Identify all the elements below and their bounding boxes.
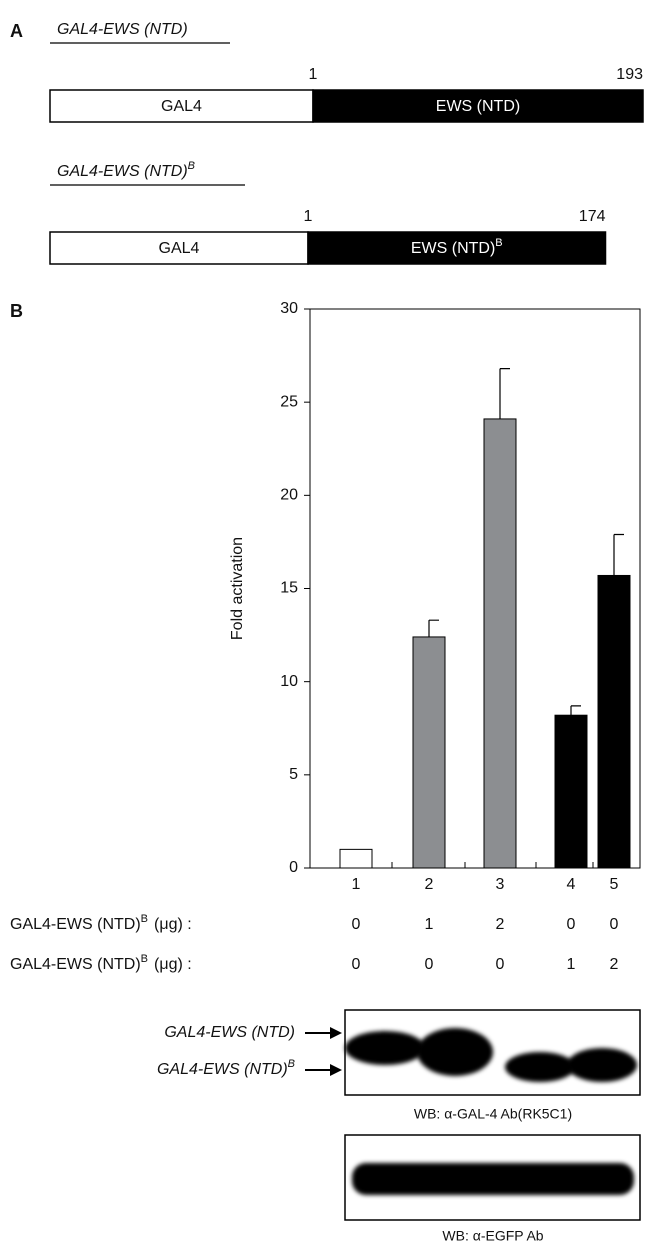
construct-title-text: GAL4-EWS (NTD) (57, 163, 188, 180)
domain-label-text: EWS (NTD) (411, 240, 495, 257)
dose-row-label-unit: (μg) : (154, 956, 192, 973)
dose-value: 0 (610, 916, 619, 933)
y-tick-label: 30 (280, 300, 298, 317)
y-tick-label: 20 (280, 487, 298, 504)
dose-row-label-sup: B (141, 913, 148, 925)
blot-band (345, 1031, 425, 1065)
bar (598, 575, 630, 868)
domain-label-text: EWS (NTD) (436, 98, 520, 115)
error-bar (500, 369, 510, 419)
domain-label-text: GAL4 (159, 240, 200, 257)
blot-marker: GAL4-EWS (NTD)B (157, 1058, 295, 1078)
error-bar (571, 706, 581, 715)
arrow-head (330, 1027, 342, 1039)
x-tick-label: 2 (425, 876, 434, 893)
dose-row-label-text: GAL4-EWS (NTD) (10, 916, 141, 933)
y-tick-label: 10 (280, 673, 298, 690)
blot-marker-text: GAL4-EWS (NTD) (164, 1024, 295, 1041)
blot-band (505, 1052, 575, 1082)
bar (484, 419, 516, 868)
panel-label: B (10, 301, 23, 321)
domain-label-sup: B (495, 237, 502, 249)
dose-value: 0 (425, 956, 434, 973)
dose-row-label-sup: B (141, 953, 148, 965)
construct-title: GAL4-EWS (NTD)B (57, 160, 195, 180)
y-tick-label: 0 (289, 859, 298, 876)
dose-row-label-text: GAL4-EWS (NTD) (10, 956, 141, 973)
error-bar (614, 534, 624, 575)
arrow-head (330, 1064, 342, 1076)
y-tick-label: 5 (289, 766, 298, 783)
figure: A B WB: α-GAL-4 Ab(RK5C1) WB: α-EGFP Ab … (0, 0, 650, 1247)
dose-value: 1 (425, 916, 434, 933)
x-tick-label: 3 (496, 876, 505, 893)
residue-start: 1 (304, 208, 313, 225)
blot-band (567, 1048, 637, 1082)
y-tick-label: 25 (280, 393, 298, 410)
bar (413, 637, 445, 868)
dose-value: 2 (610, 956, 619, 973)
dose-value: 2 (496, 916, 505, 933)
dose-value: 1 (567, 956, 576, 973)
x-tick-label: 1 (352, 876, 361, 893)
bar (555, 715, 587, 868)
dose-value: 0 (352, 956, 361, 973)
y-axis-title: Fold activation (229, 537, 246, 640)
blot-caption: WB: α-GAL-4 Ab(RK5C1) (414, 1106, 572, 1122)
blot-band (352, 1163, 634, 1195)
domain-label: GAL4 (159, 240, 200, 257)
x-tick-label: 4 (567, 876, 576, 893)
plot-frame (310, 309, 640, 868)
residue-end: 193 (616, 66, 643, 83)
domain-label-text: GAL4 (161, 98, 202, 115)
blot-marker: GAL4-EWS (NTD) (164, 1024, 295, 1041)
blot-marker-text: GAL4-EWS (NTD) (157, 1061, 288, 1078)
domain-label: EWS (NTD) (436, 98, 520, 115)
blot-caption: WB: α-EGFP Ab (442, 1228, 543, 1244)
dose-row-label: GAL4-EWS (NTD)B (μg) : (10, 953, 192, 973)
residue-start: 1 (309, 66, 318, 83)
residue-end: 174 (579, 208, 606, 225)
construct-title-text: GAL4-EWS (NTD) (57, 21, 188, 38)
construct-title-sup: B (188, 160, 195, 172)
dose-value: 0 (352, 916, 361, 933)
construct-title: GAL4-EWS (NTD) (57, 21, 188, 38)
domain-label: EWS (NTD)B (411, 237, 503, 257)
y-tick-label: 15 (280, 580, 298, 597)
error-bar (429, 620, 439, 637)
dose-row-label-unit: (μg) : (154, 916, 192, 933)
dose-value: 0 (567, 916, 576, 933)
dose-row-label: GAL4-EWS (NTD)B (μg) : (10, 913, 192, 933)
blot-band (417, 1028, 493, 1076)
bar (340, 849, 372, 868)
dose-value: 0 (496, 956, 505, 973)
panel-label: A (10, 21, 23, 41)
x-tick-label: 5 (610, 876, 619, 893)
domain-label: GAL4 (161, 98, 202, 115)
blot-marker-sup: B (288, 1058, 295, 1070)
